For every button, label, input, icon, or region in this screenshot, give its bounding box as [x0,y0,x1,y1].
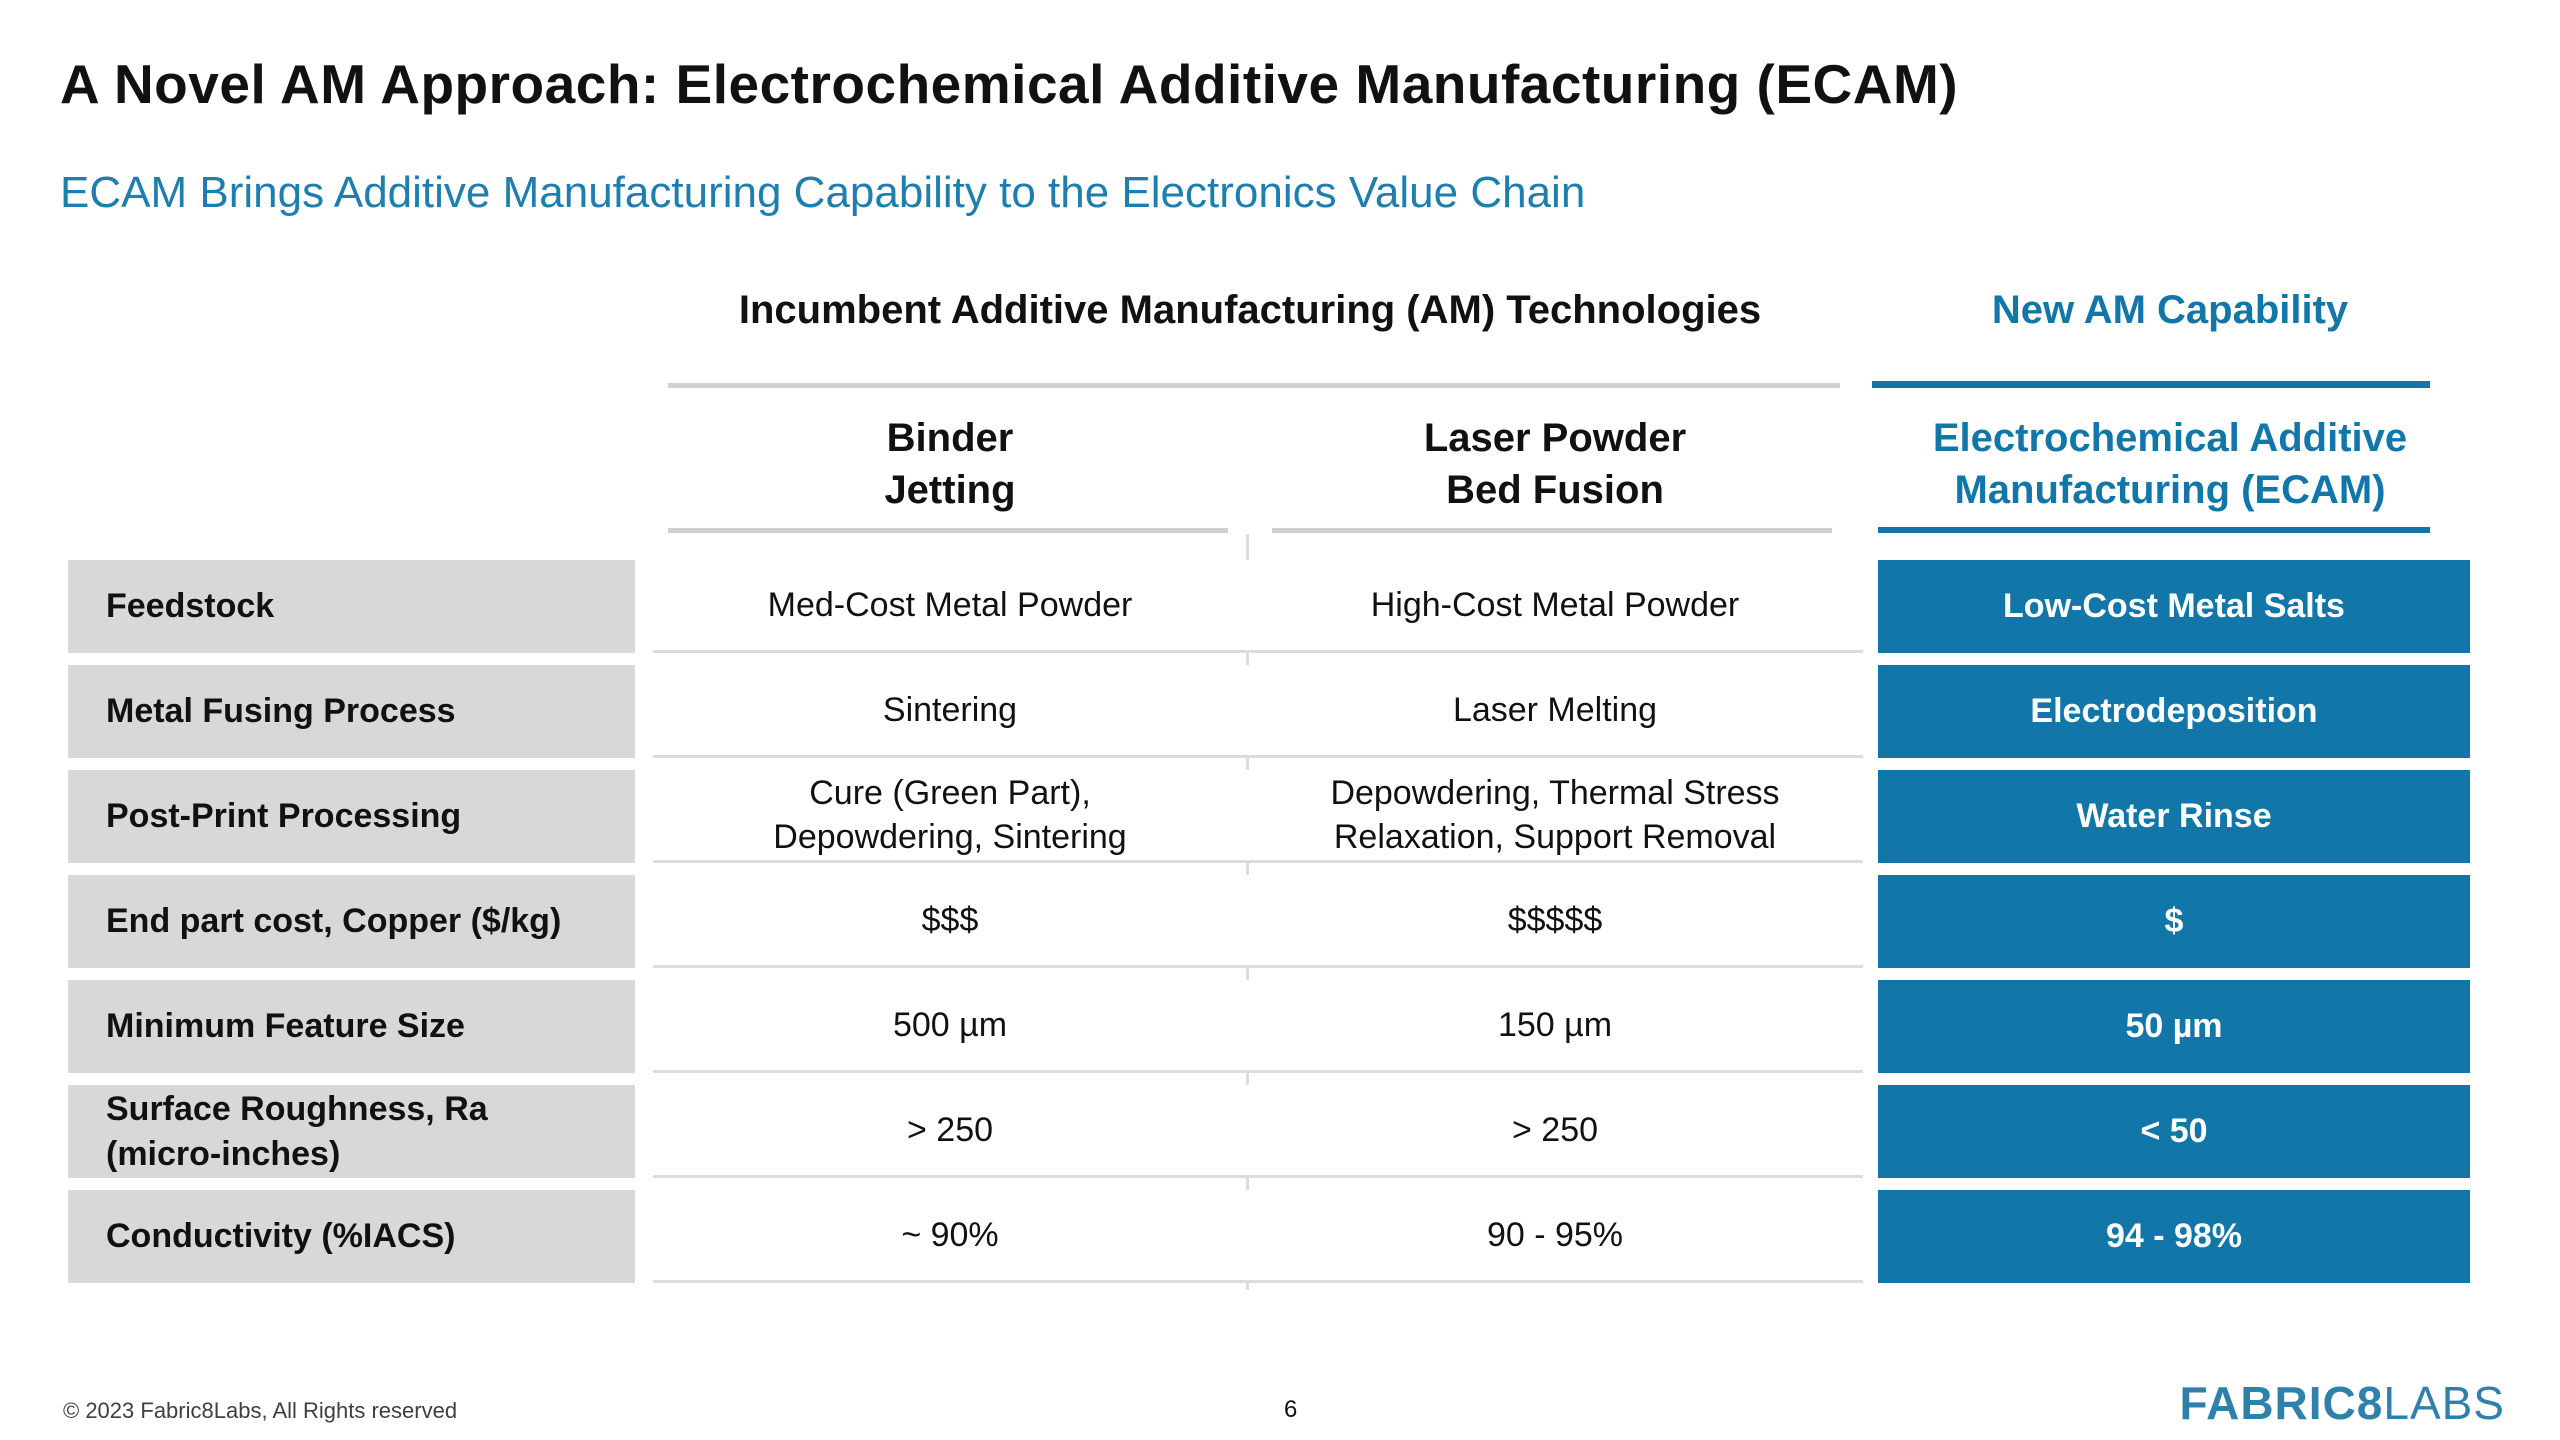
row-label-metal-fusing-process: Metal Fusing Process [68,665,635,758]
cell-postprint-laser-pbf: Depowdering, Thermal Stress Relaxation, … [1247,770,1863,863]
ecam-underline [1878,527,2430,533]
row-label-feedstock: Feedstock [68,560,635,653]
cell-feature-laser-pbf: 150 µm [1247,980,1863,1073]
comparison-table: Feedstock Med-Cost Metal Powder High-Cos… [68,560,2470,1295]
column-header-binder-jetting: Binder Jetting [884,416,1016,512]
row-label-conductivity: Conductivity (%IACS) [68,1190,635,1283]
cell-conductivity-laser-pbf: 90 - 95% [1247,1190,1863,1283]
cell-roughness-ecam: < 50 [1878,1085,2470,1178]
group-header-new-am-capability: New AM Capability [1991,288,2349,332]
row-label-minimum-feature-size: Minimum Feature Size [68,980,635,1073]
cell-feedstock-laser-pbf: High-Cost Metal Powder [1247,560,1863,653]
cell-fusing-ecam: Electrodeposition [1878,665,2470,758]
group-header-incumbent: Incumbent Additive Manufacturing (AM) Te… [738,288,1762,332]
row-label-end-part-cost: End part cost, Copper ($/kg) [68,875,635,968]
copyright-text: © 2023 Fabric8Labs, All Rights reserved [63,1398,458,1423]
page-title: A Novel AM Approach: Electrochemical Add… [60,53,1959,115]
cell-feedstock-ecam: Low-Cost Metal Salts [1878,560,2470,653]
incumbent-underline [668,383,1840,388]
logo-text-light: LABS [2383,1377,2505,1429]
column-header-ecam: Electrochemical Additive Manufacturing (… [1932,416,2408,512]
cell-roughness-laser-pbf: > 250 [1247,1085,1863,1178]
cell-fusing-binder-jetting: Sintering [653,665,1247,758]
row-label-surface-roughness: Surface Roughness, Ra (micro-inches) [68,1085,635,1178]
page-number: 6 [1284,1396,1298,1423]
cell-postprint-ecam: Water Rinse [1878,770,2470,863]
cell-cost-binder-jetting: $$$ [653,875,1247,968]
new-capability-underline [1872,381,2430,388]
cell-roughness-binder-jetting: > 250 [653,1085,1247,1178]
laser-pbf-underline [1272,528,1832,533]
logo-text-bold: FABRIC8 [2179,1377,2384,1429]
row-label-post-print-processing: Post-Print Processing [68,770,635,863]
cell-postprint-binder-jetting: Cure (Green Part), Depowdering, Sinterin… [653,770,1247,863]
fabric8labs-logo: FABRIC8LABS [2180,1376,2505,1430]
cell-feature-ecam: 50 µm [1878,980,2470,1073]
cell-fusing-laser-pbf: Laser Melting [1247,665,1863,758]
cell-conductivity-binder-jetting: ~ 90% [653,1190,1247,1283]
cell-cost-laser-pbf: $$$$$ [1247,875,1863,968]
cell-feedstock-binder-jetting: Med-Cost Metal Powder [653,560,1247,653]
cell-conductivity-ecam: 94 - 98% [1878,1190,2470,1283]
column-header-laser-powder-bed-fusion: Laser Powder Bed Fusion [1423,416,1687,512]
cell-cost-ecam: $ [1878,875,2470,968]
page-subtitle: ECAM Brings Additive Manufacturing Capab… [60,168,1586,217]
binder-jetting-underline [668,528,1228,533]
cell-feature-binder-jetting: 500 µm [653,980,1247,1073]
